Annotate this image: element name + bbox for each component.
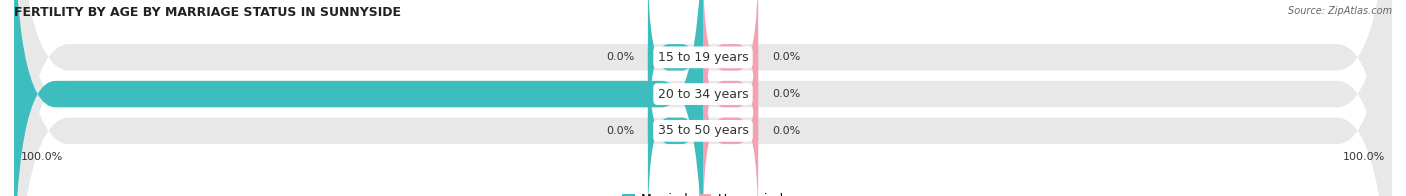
FancyBboxPatch shape bbox=[703, 0, 758, 154]
FancyBboxPatch shape bbox=[648, 0, 703, 154]
FancyBboxPatch shape bbox=[14, 0, 1392, 196]
Text: 20 to 34 years: 20 to 34 years bbox=[658, 88, 748, 101]
Text: 0.0%: 0.0% bbox=[772, 89, 800, 99]
Text: 0.0%: 0.0% bbox=[772, 126, 800, 136]
Text: 35 to 50 years: 35 to 50 years bbox=[658, 124, 748, 137]
FancyBboxPatch shape bbox=[703, 34, 758, 196]
FancyBboxPatch shape bbox=[14, 0, 1392, 196]
Text: FERTILITY BY AGE BY MARRIAGE STATUS IN SUNNYSIDE: FERTILITY BY AGE BY MARRIAGE STATUS IN S… bbox=[14, 6, 401, 19]
Text: 100.0%: 100.0% bbox=[1343, 152, 1385, 162]
Text: 0.0%: 0.0% bbox=[772, 52, 800, 62]
Text: 0.0%: 0.0% bbox=[606, 126, 634, 136]
Text: 100.0%: 100.0% bbox=[21, 152, 63, 162]
Text: Source: ZipAtlas.com: Source: ZipAtlas.com bbox=[1288, 6, 1392, 16]
FancyBboxPatch shape bbox=[703, 0, 758, 191]
Text: 15 to 19 years: 15 to 19 years bbox=[658, 51, 748, 64]
FancyBboxPatch shape bbox=[14, 0, 703, 196]
Legend: Married, Unmarried: Married, Unmarried bbox=[617, 188, 789, 196]
FancyBboxPatch shape bbox=[14, 0, 1392, 196]
Text: 0.0%: 0.0% bbox=[606, 52, 634, 62]
FancyBboxPatch shape bbox=[648, 34, 703, 196]
